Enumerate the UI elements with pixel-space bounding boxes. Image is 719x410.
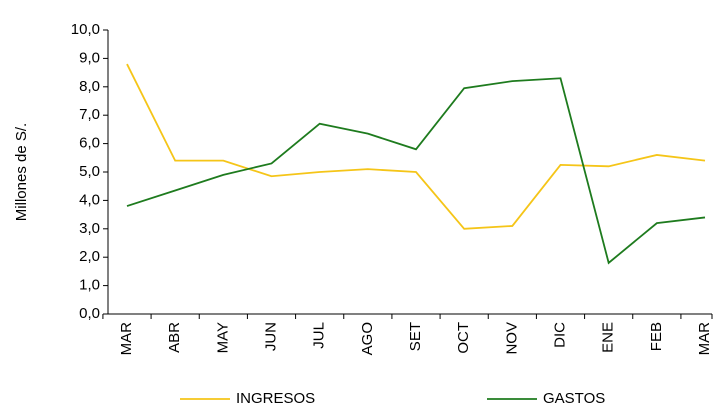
x-tick-label: MAR — [118, 322, 135, 356]
line-series — [126, 63, 706, 230]
y-tick-label: 5,0 — [79, 163, 100, 180]
x-tick-label: MAR — [696, 322, 713, 356]
x-tick-label: JUL — [311, 322, 328, 349]
y-tick-label: 4,0 — [79, 191, 100, 208]
y-tick-label: 2,0 — [79, 248, 100, 265]
y-tick-label: 9,0 — [79, 49, 100, 66]
y-axis-label: Millones de S/. — [13, 123, 30, 221]
x-tick-label: AGO — [359, 322, 376, 355]
y-tick-label: 8,0 — [79, 78, 100, 95]
y-tick-label: 7,0 — [79, 106, 100, 123]
x-tick-label: ABR — [166, 322, 183, 353]
y-tick-label: 0,0 — [79, 305, 100, 322]
legend-label: GASTOS — [543, 390, 605, 407]
line-series — [126, 77, 706, 265]
x-tick-label: FEB — [648, 322, 665, 351]
legend-label: INGRESOS — [236, 390, 315, 407]
x-tick-label: DIC — [551, 322, 568, 348]
x-tick-label: ENE — [600, 322, 617, 353]
x-tick-label: OCT — [455, 322, 472, 354]
y-tick-label: 3,0 — [79, 220, 100, 237]
x-tick-label: MAY — [214, 322, 231, 353]
y-tick-label: 6,0 — [79, 135, 100, 152]
y-tick-label: 1,0 — [79, 277, 100, 294]
x-tick-label: JUN — [262, 322, 279, 351]
x-tick-label: NOV — [503, 322, 520, 355]
x-tick-label: SET — [407, 322, 424, 351]
y-tick-label: 10,0 — [71, 21, 100, 38]
